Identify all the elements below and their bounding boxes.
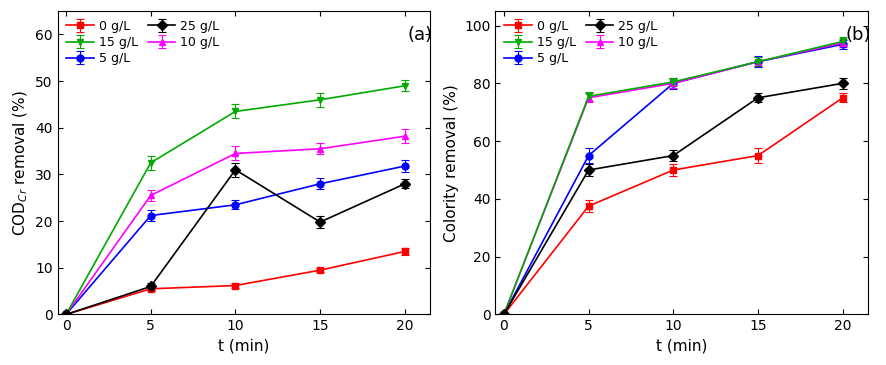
Y-axis label: COD$_{Cr}$ removal (%): COD$_{Cr}$ removal (%) xyxy=(12,90,29,236)
Legend: 0 g/L, 15 g/L, 5 g/L, 25 g/L, 10 g/L: 0 g/L, 15 g/L, 5 g/L, 25 g/L, 10 g/L xyxy=(501,16,661,69)
Legend: 0 g/L, 15 g/L, 5 g/L, 25 g/L, 10 g/L: 0 g/L, 15 g/L, 5 g/L, 25 g/L, 10 g/L xyxy=(63,16,223,69)
Y-axis label: Colority removal (%): Colority removal (%) xyxy=(444,84,459,242)
Text: (a): (a) xyxy=(408,26,433,44)
X-axis label: t (min): t (min) xyxy=(656,339,707,354)
Text: (b): (b) xyxy=(846,26,871,44)
X-axis label: t (min): t (min) xyxy=(218,339,269,354)
